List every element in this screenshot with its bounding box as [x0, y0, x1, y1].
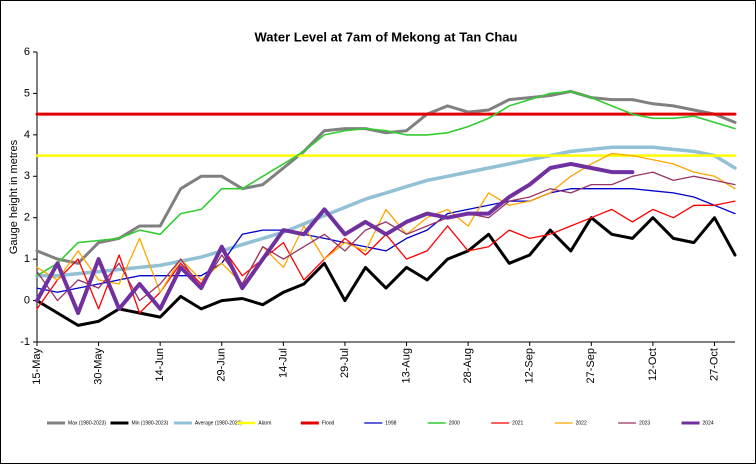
x-tick-label: 27-Oct — [708, 348, 720, 381]
y-tick-label: 1 — [24, 253, 30, 265]
y-tick-label: 4 — [24, 129, 30, 141]
x-tick-label: 28-Aug — [462, 348, 474, 383]
x-tick-label: 13-Aug — [400, 348, 412, 383]
legend-label: 2022 — [576, 420, 587, 426]
series-line — [36, 171, 736, 302]
legend-label: Max (1980-2023) — [68, 420, 106, 426]
legend-label: 2024 — [703, 420, 714, 426]
x-tick-label: 14-Jun — [154, 348, 166, 382]
x-tick-label: 12-Oct — [647, 348, 659, 381]
x-tick-label: 29-Jul — [339, 348, 351, 378]
legend-label: 2000 — [449, 420, 460, 426]
legend-label: Min (1980-2023) — [131, 420, 168, 426]
chart-title: Water Level at 7am of Mekong at Tan Chau — [255, 29, 518, 44]
y-axis-label: Gauge height in metres — [8, 139, 20, 254]
x-tick-label: 12-Sep — [524, 348, 536, 383]
series-line — [35, 216, 737, 327]
series-line — [35, 89, 737, 265]
series-line — [35, 161, 635, 315]
y-tick-label: 6 — [24, 46, 30, 58]
series-line — [35, 145, 737, 278]
x-tick-label: 14-Jul — [277, 348, 289, 378]
y-tick-label: 0 — [24, 294, 30, 306]
x-tick-label: 29-Jun — [216, 348, 228, 382]
x-tick-label: 30-May — [92, 348, 104, 385]
series-line — [36, 90, 736, 277]
y-tick-label: -1 — [20, 336, 30, 348]
legend-label: 2023 — [639, 420, 650, 426]
legend-label: 1998 — [385, 420, 396, 426]
y-tick-label: 5 — [24, 87, 30, 99]
x-tick-label: 15-May — [31, 348, 43, 385]
legend-label: 2021 — [512, 420, 523, 426]
series-line — [36, 152, 736, 293]
y-tick-label: 2 — [24, 212, 30, 224]
legend-label: Average (1980-2023) — [195, 420, 242, 426]
legend-label: Alarm — [258, 420, 271, 426]
x-tick-label: 27-Sep — [585, 348, 597, 383]
legend-label: Flood — [322, 420, 335, 426]
y-tick-label: 3 — [24, 170, 30, 182]
